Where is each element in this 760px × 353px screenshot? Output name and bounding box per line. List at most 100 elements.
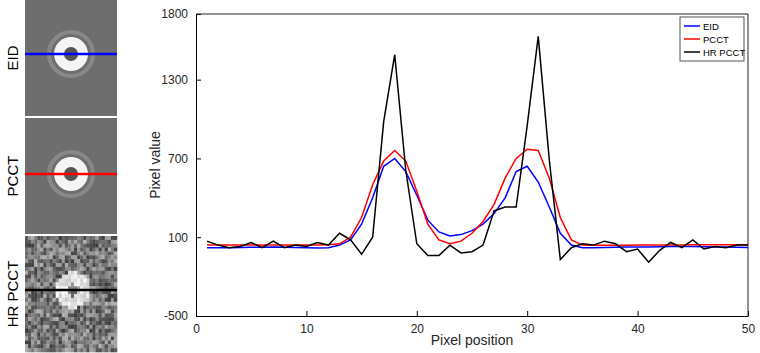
noise-cell — [40, 317, 43, 321]
noise-cell — [74, 236, 77, 240]
noise-cell — [102, 259, 105, 263]
noise-cell — [25, 306, 28, 310]
noise-cell — [62, 302, 65, 306]
noise-cell — [25, 275, 28, 279]
noise-cell — [89, 244, 92, 248]
noise-cell — [28, 259, 31, 263]
noise-cell — [25, 282, 28, 286]
noise-cell — [99, 255, 102, 259]
noise-cell — [92, 248, 95, 252]
noise-cell — [37, 302, 40, 306]
noise-cell — [34, 325, 37, 329]
noise-cell — [50, 248, 53, 252]
noise-cell — [114, 263, 117, 267]
noise-cell — [108, 340, 111, 344]
noise-cell — [25, 259, 28, 263]
noise-cell — [50, 348, 53, 352]
noise-cell — [31, 313, 34, 317]
noise-cell — [74, 294, 77, 298]
noise-cell — [89, 240, 92, 244]
noise-cell — [65, 275, 68, 279]
noise-cell — [105, 259, 108, 263]
noise-cell — [77, 340, 80, 344]
noise-cell — [46, 344, 49, 348]
noise-cell — [83, 240, 86, 244]
noise-cell — [114, 282, 117, 286]
noise-cell — [43, 279, 46, 283]
noise-cell — [83, 279, 86, 283]
noise-cell — [31, 348, 34, 352]
noise-cell — [50, 244, 53, 248]
noise-cell — [108, 302, 111, 306]
y-tick-label: -500 — [164, 309, 188, 323]
noise-cell — [65, 348, 68, 352]
noise-cell — [65, 329, 68, 333]
y-tick-mark — [196, 158, 201, 159]
noise-cell — [53, 298, 56, 302]
noise-cell — [65, 282, 68, 286]
noise-cell — [114, 259, 117, 263]
noise-cell — [50, 309, 53, 313]
noise-cell — [102, 333, 105, 337]
noise-cell — [89, 294, 92, 298]
x-axis-line — [197, 316, 749, 317]
noise-cell — [28, 309, 31, 313]
noise-cell — [71, 317, 74, 321]
noise-cell — [92, 267, 95, 271]
noise-cell — [114, 329, 117, 333]
noise-cell — [68, 267, 71, 271]
noise-cell — [86, 337, 89, 341]
noise-cell — [65, 344, 68, 348]
noise-cell — [28, 340, 31, 344]
noise-cell — [56, 329, 59, 333]
noise-cell — [74, 275, 77, 279]
noise-cell — [40, 279, 43, 283]
noise-cell — [31, 302, 34, 306]
noise-cell — [80, 240, 83, 244]
noise-cell — [28, 251, 31, 255]
noise-cell — [108, 263, 111, 267]
noise-cell — [80, 306, 83, 310]
y-tick-label: 700 — [168, 152, 188, 166]
noise-cell — [53, 329, 56, 333]
noise-cell — [25, 344, 28, 348]
noise-cell — [83, 344, 86, 348]
noise-cell — [28, 348, 31, 352]
noise-cell — [34, 348, 37, 352]
noise-cell — [50, 275, 53, 279]
noise-cell — [62, 244, 65, 248]
noise-cell — [74, 298, 77, 302]
noise-cell — [43, 340, 46, 344]
noise-cell — [77, 248, 80, 252]
noise-cell — [65, 325, 68, 329]
noise-cell — [59, 337, 62, 341]
noise-cell — [89, 306, 92, 310]
noise-cell — [102, 313, 105, 317]
noise-cell — [28, 298, 31, 302]
noise-cell — [28, 282, 31, 286]
noise-cell — [40, 298, 43, 302]
noise-cell — [99, 294, 102, 298]
noise-cell — [43, 255, 46, 259]
noise-cell — [37, 236, 40, 240]
noise-cell — [59, 313, 62, 317]
noise-cell — [56, 259, 59, 263]
noise-cell — [56, 333, 59, 337]
noise-cell — [96, 267, 99, 271]
noise-cell — [105, 313, 108, 317]
noise-cell — [83, 321, 86, 325]
noise-cell — [71, 263, 74, 267]
noise-cell — [34, 267, 37, 271]
noise-cell — [53, 263, 56, 267]
noise-cell — [46, 306, 49, 310]
noise-cell — [40, 309, 43, 313]
image-panel — [25, 118, 117, 234]
noise-cell — [43, 313, 46, 317]
noise-cell — [34, 321, 37, 325]
noise-cell — [111, 302, 114, 306]
noise-cell — [80, 340, 83, 344]
noise-cell — [111, 236, 114, 240]
noise-cell — [114, 340, 117, 344]
noise-cell — [105, 236, 108, 240]
noise-cell — [102, 340, 105, 344]
